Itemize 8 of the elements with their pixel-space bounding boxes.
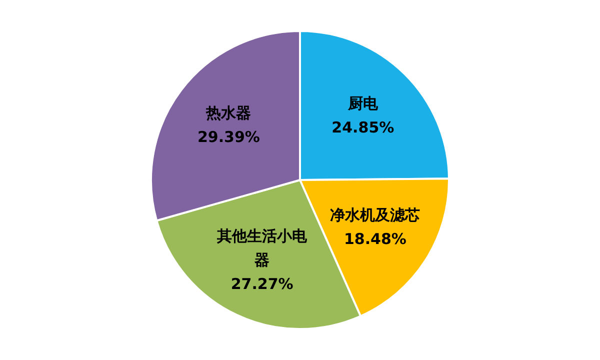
slice-label: 净水机及滤芯 (330, 206, 420, 224)
data-label: 29.39% (197, 128, 260, 146)
slice-label: 热水器 (205, 104, 252, 122)
slice-label: 厨电 (346, 94, 379, 112)
slice-label: 其他生活小电器 (216, 226, 308, 269)
data-label: 24.85% (332, 118, 394, 136)
data-label: 18.48% (344, 230, 406, 248)
data-label: 27.27% (230, 274, 294, 293)
